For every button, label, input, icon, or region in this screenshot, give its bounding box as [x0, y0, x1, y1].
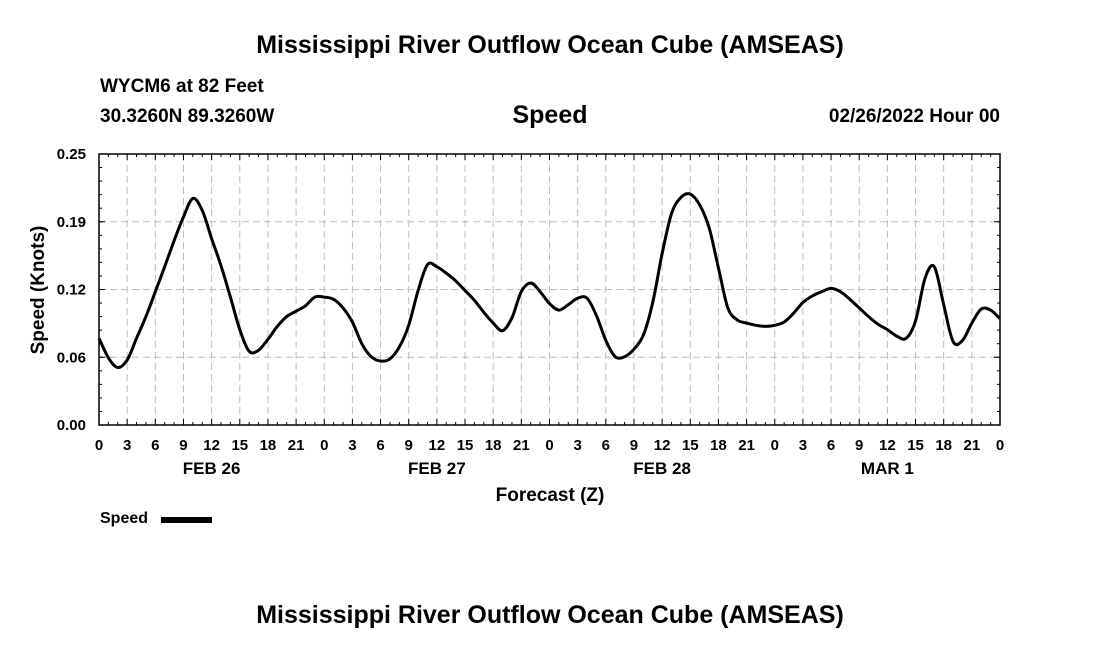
variable-title: Speed: [512, 101, 588, 129]
y-tick-label: 0.00: [57, 417, 86, 434]
legend-label: Speed: [100, 510, 149, 527]
y-axis-label: Speed (Knots): [28, 226, 49, 355]
x-tick-label: 9: [405, 437, 413, 454]
y-tick-label: 0.06: [57, 349, 86, 366]
x-tick-label: 9: [855, 437, 863, 454]
x-tick-label: 3: [799, 437, 807, 454]
x-tick-label: 18: [710, 437, 727, 454]
grid-layer: [99, 154, 1000, 425]
axes-layer: 0 3 6 9 12 15 18 21 0 3 6 9 12 15 18 21 0 3 6 9 12 15 18 21 0 3 6 9…: [57, 146, 1004, 478]
x-tick-label: 3: [123, 437, 131, 454]
plot-frame: [98, 153, 1001, 426]
x-tick-label: 21: [738, 437, 755, 454]
x-tick-label: 21: [513, 437, 530, 454]
chart-title: Mississippi River Outflow Ocean Cube (AM…: [256, 31, 844, 59]
x-tick-label: 18: [485, 437, 502, 454]
x-tick-label: 12: [429, 437, 446, 454]
x-tick-label: 18: [260, 437, 277, 454]
x-tick-label: 15: [231, 437, 248, 454]
day-label: FEB 27: [408, 459, 466, 478]
series-layer: [97, 192, 1002, 370]
legend-swatch: [161, 517, 212, 523]
x-tick-label: 0: [771, 437, 779, 454]
day-label: MAR 1: [861, 459, 914, 478]
day-label: FEB 26: [183, 459, 241, 478]
x-tick-label: 15: [682, 437, 699, 454]
x-tick-label: 12: [654, 437, 671, 454]
station-coordinates: 30.3260N 89.3260W: [100, 106, 275, 127]
x-tick-label: 21: [288, 437, 305, 454]
x-tick-label: 9: [630, 437, 638, 454]
x-tick-label: 0: [996, 437, 1004, 454]
x-tick-label: 0: [320, 437, 328, 454]
x-tick-label: 0: [95, 437, 103, 454]
day-label: FEB 28: [633, 459, 691, 478]
x-tick-label: 6: [827, 437, 835, 454]
y-tick-label: 0.25: [57, 146, 86, 163]
footer-title: Mississippi River Outflow Ocean Cube (AM…: [256, 601, 844, 629]
x-tick-label: 3: [348, 437, 356, 454]
x-axis-label: Forecast (Z): [496, 485, 605, 506]
issued-datetime: 02/26/2022 Hour 00: [828, 106, 1000, 127]
x-tick-label: 12: [879, 437, 896, 454]
station-label: WYCM6 at 82 Feet: [100, 76, 264, 97]
x-tick-label: 6: [151, 437, 159, 454]
x-tick-label: 9: [179, 437, 187, 454]
x-tick-label: 12: [203, 437, 220, 454]
x-tick-label: 18: [935, 437, 952, 454]
speed-series-line: [97, 192, 1002, 370]
x-tick-label: 15: [907, 437, 924, 454]
y-tick-label: 0.12: [57, 282, 86, 299]
x-tick-label: 0: [545, 437, 553, 454]
x-tick-label: 6: [602, 437, 610, 454]
x-tick-label: 21: [964, 437, 981, 454]
x-tick-label: 3: [573, 437, 581, 454]
x-tick-label: 15: [457, 437, 474, 454]
y-tick-label: 0.19: [57, 214, 86, 231]
x-tick-label: 6: [376, 437, 384, 454]
